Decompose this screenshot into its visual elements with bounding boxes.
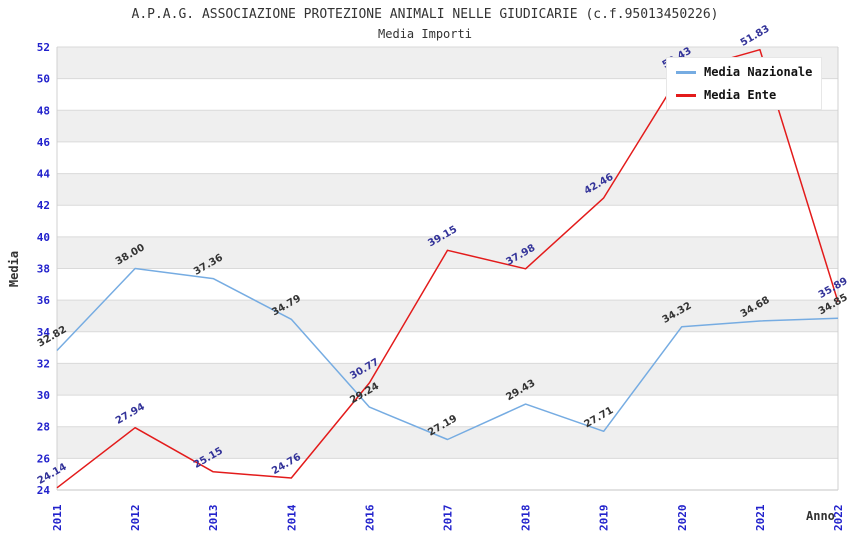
x-tick-label: 2019 [598,505,611,532]
x-tick-label: 2014 [285,504,298,531]
y-tick-label: 52 [37,41,50,54]
y-tick-label: 42 [37,199,50,212]
x-tick-label: 2012 [129,505,142,532]
media-ente-data-label: 51.83 [739,23,772,48]
legend-item-media-nazionale[interactable]: Media Nazionale [676,65,812,79]
y-tick-label: 44 [37,168,51,181]
y-tick-label: 30 [37,389,50,402]
chart-title: A.P.A.G. ASSOCIAZIONE PROTEZIONE ANIMALI… [131,7,719,22]
plot-band [57,300,838,332]
y-tick-label: 46 [37,136,51,149]
plot-band [57,205,838,237]
legend: Media Nazionale Media Ente [666,57,823,110]
y-tick-label: 36 [37,294,51,307]
y-tick-label: 40 [37,231,50,244]
y-tick-label: 24 [37,484,51,497]
plot-band [57,363,838,396]
x-tick-label: 2013 [207,505,220,532]
plot-band [57,331,838,364]
y-tick-label: 26 [37,452,51,465]
chart-subtitle: Media Importi [378,27,472,41]
media-nazionale-line-swatch [676,70,696,74]
legend-label-media-nazionale: Media Nazionale [704,65,813,79]
y-tick-label: 50 [37,73,50,86]
x-tick-label: 2021 [754,504,767,531]
plot-band [57,395,838,427]
media-ente-line-swatch [676,93,696,97]
x-tick-label: 2022 [832,505,845,532]
plot-band [57,426,838,459]
x-tick-label: 2020 [676,505,689,532]
x-axis-title: Anno [806,509,835,523]
y-tick-label: 28 [37,421,50,434]
legend-label-media-ente: Media Ente [704,88,777,102]
plot-band [57,236,838,269]
plot-band [57,268,838,301]
plot-band [57,110,838,142]
plot-band [57,458,838,490]
y-tick-label: 32 [37,357,50,370]
y-tick-label: 48 [37,104,50,117]
y-tick-label: 38 [37,263,50,276]
x-tick-label: 2018 [520,505,533,532]
legend-item-media-ente[interactable]: Media Ente [676,88,812,102]
media-nazionale-line [56,267,839,441]
x-tick-label: 2011 [51,504,64,531]
plot-band [57,173,838,206]
x-tick-label: 2017 [442,505,455,532]
x-tick-label: 2016 [363,504,376,531]
y-tick-label: 34 [37,326,51,339]
plot-band [57,141,838,174]
